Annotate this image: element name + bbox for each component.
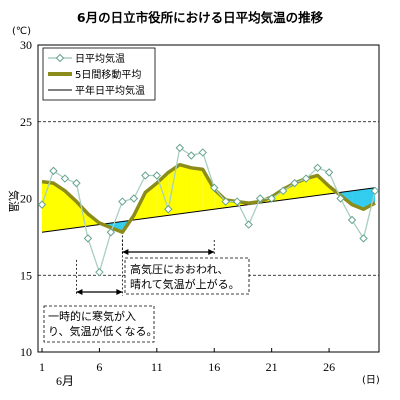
x-tick-label-6: 6 <box>96 360 102 374</box>
annotation-2-text-1: り、気温が低くなる。 <box>48 324 158 338</box>
y-tick-label-15: 15 <box>20 268 32 282</box>
x-tick-label-16: 16 <box>208 360 220 374</box>
daily-point-25 <box>313 163 322 173</box>
annotation-1-text-0: 高気圧におおわれ、 <box>130 262 229 276</box>
y-axis-ticks: 10 15 20 25 30 <box>20 38 32 359</box>
plot-frame <box>37 44 380 353</box>
y-tick-label-30: 30 <box>20 38 32 52</box>
daily-point-12 <box>164 205 173 214</box>
daily-point-30 <box>370 186 380 196</box>
y-unit-label: (℃) <box>12 26 31 37</box>
legend-daily-label: 日平均気温 <box>75 52 125 65</box>
deviation-fill-13 <box>168 164 180 216</box>
daily-point-13 <box>175 143 185 153</box>
daily-temperature-series <box>37 143 380 277</box>
legend-daily-marker <box>55 53 65 63</box>
x-tick-label-26: 26 <box>323 360 335 374</box>
annotation-1-arrow-left <box>122 249 129 255</box>
daily-point-29 <box>359 234 368 243</box>
daily-point-3 <box>60 174 70 183</box>
daily-point-16 <box>210 183 219 192</box>
annotation-2-box <box>43 305 155 343</box>
daily-point-5 <box>83 234 93 243</box>
x-tick-label-1: 1 <box>39 360 45 374</box>
deviation-fill-3 <box>76 201 88 228</box>
daily-point-20 <box>255 194 265 203</box>
deviation-fill-25 <box>306 175 318 197</box>
deviation-fill-15 <box>191 167 203 213</box>
daily-point-14 <box>187 151 196 160</box>
deviation-fill-1 <box>53 183 65 231</box>
deviation-fills <box>42 164 375 233</box>
daily-point-23 <box>290 178 299 188</box>
daily-point-19 <box>244 220 253 229</box>
normal-temperature-series <box>41 187 376 233</box>
y-tick-label-10: 10 <box>20 345 32 359</box>
daily-point-11 <box>152 171 162 180</box>
normal-line <box>41 187 376 233</box>
annotation-1-box <box>124 257 250 295</box>
daily-point-15 <box>198 148 207 157</box>
y-axis-label: 気温 <box>7 190 21 212</box>
annotation-1-text-1: 晴れて気温が上がる。 <box>130 277 240 291</box>
moving-average-line <box>41 162 376 235</box>
y-tick-label-25: 25 <box>20 115 32 129</box>
daily-point-17 <box>221 197 230 206</box>
daily-point-22 <box>278 186 288 196</box>
y-tick-label-20: 20 <box>20 192 32 206</box>
x-tick-label-21: 21 <box>266 360 278 374</box>
x-unit-label: (日) <box>362 375 380 386</box>
daily-point-4 <box>72 178 81 188</box>
legend-normal-label: 平年日平均気温 <box>75 84 145 97</box>
daily-point-18 <box>232 197 242 206</box>
month-label: 6月 <box>56 374 74 388</box>
annotation-2-arrow-left <box>76 289 83 295</box>
daily-point-9 <box>129 194 139 203</box>
daily-point-2 <box>49 166 58 176</box>
deviation-fill-14 <box>179 164 192 214</box>
deviation-fill-23 <box>283 183 295 201</box>
x-tick-label-11: 11 <box>151 360 163 374</box>
annotation-2-text-0: 一時的に寒気が入 <box>48 309 136 323</box>
daily-point-26 <box>324 168 334 177</box>
legend-mavg-label: 5日間移動平均 <box>75 68 141 81</box>
daily-point-7 <box>106 228 116 237</box>
daily-point-1 <box>37 200 47 209</box>
deviation-fill-16 <box>202 169 215 211</box>
daily-point-28 <box>347 215 357 225</box>
annotation-1-arrow-right <box>208 249 215 255</box>
daily-point-10 <box>141 171 150 180</box>
chart-title: 6月の日立市役所における日平均気温の推移 <box>77 10 324 25</box>
annotation-2-arrow-right <box>116 289 123 295</box>
x-axis-ticks: 1 6 11 16 21 26 <box>39 348 335 374</box>
daily-point-24 <box>301 174 311 183</box>
daily-point-6 <box>95 267 104 277</box>
daily-point-8 <box>118 197 127 206</box>
legend: 日平均気温 5日間移動平均 平年日平均気温 <box>42 47 156 101</box>
moving-average-series <box>41 162 376 235</box>
daily-point-27 <box>336 194 345 203</box>
daily-point-21 <box>267 194 276 203</box>
